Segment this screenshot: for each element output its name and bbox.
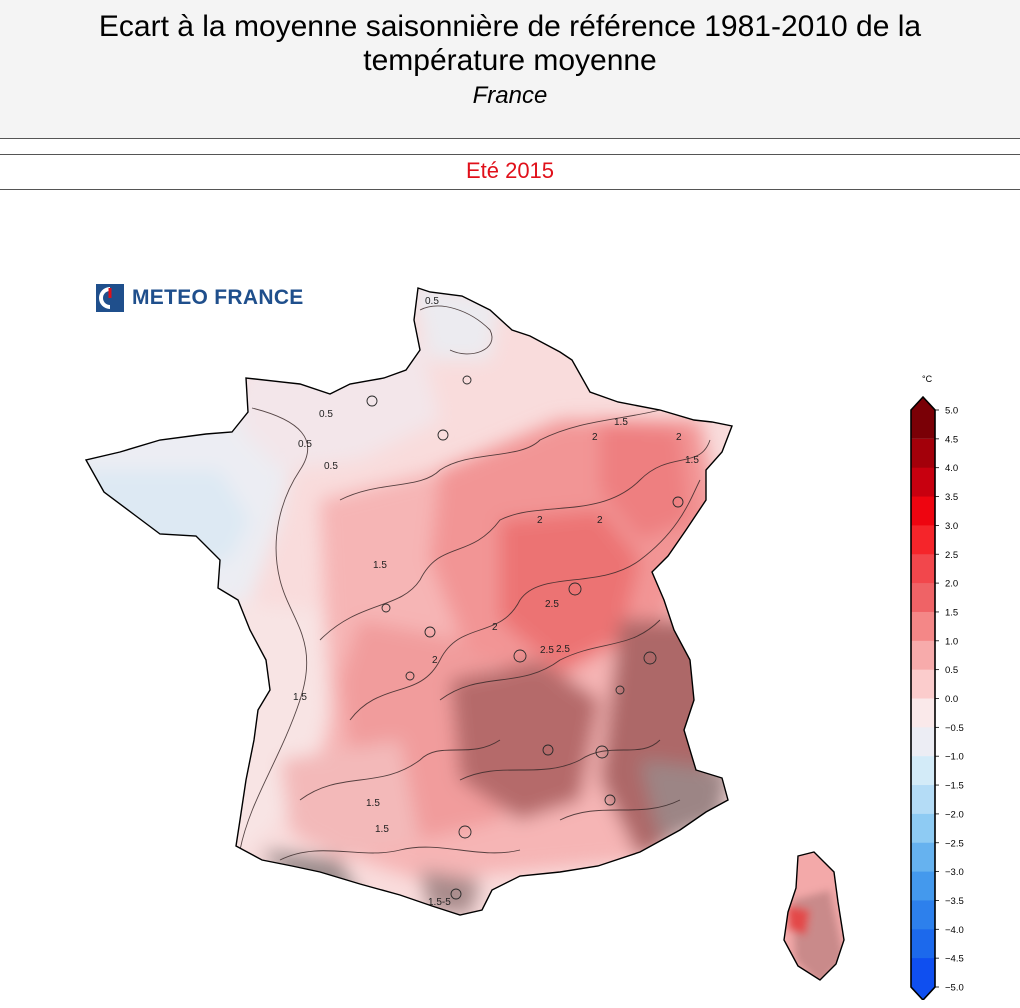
colorbar-swatches bbox=[911, 397, 935, 1000]
contour-label: 1.5 bbox=[366, 798, 380, 809]
contour-label: 1.5 bbox=[614, 417, 628, 428]
season-label: Eté 2015 bbox=[0, 154, 1020, 190]
colorbar-swatch bbox=[911, 813, 935, 844]
colorbar-swatch bbox=[911, 871, 935, 901]
meteo-france-logo-icon bbox=[96, 284, 124, 312]
colorbar-tick-label: −2.5 bbox=[945, 838, 964, 849]
colorbar-tick-label: −5.0 bbox=[945, 983, 964, 994]
colorbar-swatch bbox=[911, 900, 935, 930]
colorbar-tick-label: 2.0 bbox=[945, 579, 958, 590]
map-region: France bbox=[472, 82, 548, 109]
colorbar-swatch bbox=[911, 554, 935, 584]
colorbar-tick-label: 4.5 bbox=[945, 434, 958, 445]
contour-label: 0.5 bbox=[298, 439, 312, 450]
colorbar-tick-label: −1.0 bbox=[945, 752, 964, 763]
colorbar-swatch bbox=[911, 698, 935, 728]
contour-labels: 0.5 0.5 0.5 0.5 1.5 1.5 1.5 1.5 1.5 2 2 … bbox=[293, 296, 699, 908]
contour-label: 2.5 bbox=[540, 645, 554, 656]
colorbar-swatch bbox=[911, 727, 935, 757]
anomaly-field bbox=[86, 288, 844, 980]
colorbar-tick-label: 1.5 bbox=[945, 607, 958, 618]
colorbar-tick-label: 3.0 bbox=[945, 521, 958, 532]
colorbar-tick-label: 4.0 bbox=[945, 463, 958, 474]
colorbar-tick-label: −4.5 bbox=[945, 954, 964, 965]
colorbar-swatch bbox=[911, 958, 935, 1000]
contour-label: 1.5 bbox=[373, 560, 387, 571]
colorbar-swatch bbox=[911, 467, 935, 498]
colorbar-tick-label: −2.0 bbox=[945, 809, 964, 820]
contour-label: 1.5 bbox=[375, 824, 389, 835]
colorbar-unit: °C bbox=[922, 374, 933, 384]
contour-label: 2 bbox=[537, 515, 543, 526]
colorbar-swatch bbox=[911, 669, 935, 699]
colorbar-swatch bbox=[911, 785, 935, 815]
contour-label: 1.5 bbox=[685, 455, 699, 466]
colorbar-tick-label: −1.5 bbox=[945, 781, 964, 792]
colorbar-tick-label: 1.0 bbox=[945, 636, 958, 647]
colorbar-swatch bbox=[911, 640, 935, 671]
france-border bbox=[85, 287, 845, 981]
colorbar-swatch bbox=[911, 929, 935, 959]
header-panel: Ecart à la moyenne saisonnière de référe… bbox=[0, 0, 1020, 139]
colorbar-tick-label: 3.5 bbox=[945, 492, 958, 503]
colorbar-tick-label: −0.5 bbox=[945, 723, 964, 734]
colorbar-swatch bbox=[911, 583, 935, 613]
colorbar-swatch bbox=[911, 611, 935, 642]
colorbar-ticks: 5.0 4.5 4.0 3.5 3.0 2.5 2.0 1.5 1.0 0.5 0.0 −0.5 −1.… bbox=[935, 406, 964, 994]
contour-label: 2 bbox=[432, 655, 438, 666]
colorbar-tick-label: 0.0 bbox=[945, 694, 958, 705]
meteo-france-logo: METEO FRANCE bbox=[96, 283, 304, 313]
contour-label: 1.5-5 bbox=[428, 897, 451, 908]
colorbar-tick-label: 2.5 bbox=[945, 550, 958, 561]
contour-label: 2.5 bbox=[556, 644, 570, 655]
colorbar-swatch bbox=[911, 756, 935, 786]
contour-label: 2 bbox=[592, 432, 598, 443]
contour-label: 2 bbox=[492, 622, 498, 633]
contour-label: 2 bbox=[597, 515, 603, 526]
contour-label: 1.5 bbox=[293, 692, 307, 703]
colorbar-outline bbox=[910, 395, 936, 1000]
colorbar-tick-label: 5.0 bbox=[945, 406, 958, 417]
colorbar-swatch bbox=[911, 438, 935, 469]
colorbar-swatch bbox=[911, 525, 935, 555]
colorbar-legend: °C 5.0 4.5 4.0 3.5 3.0 2.5 2.0 1.5 1.0 0.5 0.0 −0.5… bbox=[910, 374, 964, 1000]
colorbar-swatch bbox=[911, 842, 935, 873]
colorbar-tick-label: −4.0 bbox=[945, 925, 964, 936]
colorbar-tick-label: −3.0 bbox=[945, 867, 964, 878]
contour-label: 2 bbox=[676, 432, 682, 443]
contour-label: 0.5 bbox=[324, 461, 338, 472]
contour-label: 2.5 bbox=[545, 599, 559, 610]
contour-label: 0.5 bbox=[319, 409, 333, 420]
contour-label: 0.5 bbox=[425, 296, 439, 307]
colorbar-tick-label: −3.5 bbox=[945, 896, 964, 907]
colorbar-swatch bbox=[911, 496, 935, 526]
map-title: Ecart à la moyenne saisonnière de référe… bbox=[98, 10, 922, 77]
colorbar-tick-label: 0.5 bbox=[945, 665, 958, 676]
logo-text: METEO FRANCE bbox=[132, 286, 304, 309]
colorbar-swatch bbox=[911, 397, 935, 439]
